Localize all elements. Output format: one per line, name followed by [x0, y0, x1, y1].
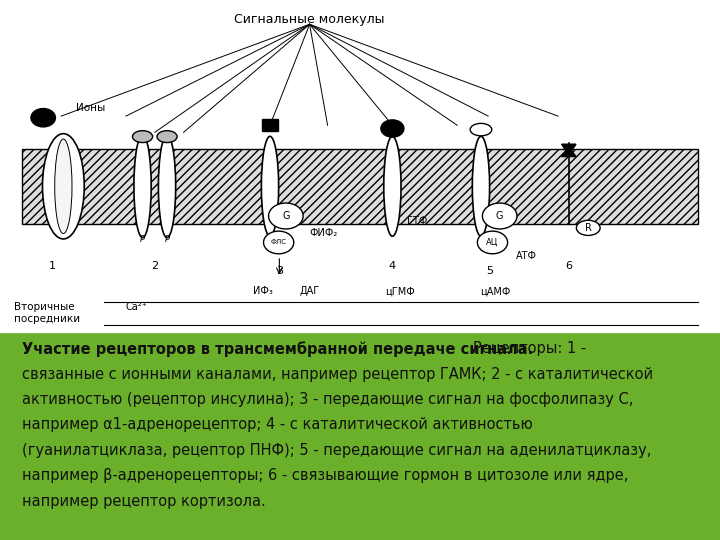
- Ellipse shape: [384, 136, 401, 237]
- Bar: [22, 148, 698, 224]
- Text: Участие рецепторов в трансмембранной передаче сигнала.: Участие рецепторов в трансмембранной пер…: [22, 341, 533, 357]
- Text: 2: 2: [151, 261, 158, 271]
- Ellipse shape: [158, 135, 176, 238]
- Ellipse shape: [132, 131, 153, 143]
- Text: например α1-адренорецептор; 4 - с каталитической активностью: например α1-адренорецептор; 4 - с катали…: [22, 417, 532, 433]
- Text: АТФ: АТФ: [516, 251, 536, 261]
- Text: 6: 6: [565, 261, 572, 271]
- Text: ФИФ₂: ФИФ₂: [310, 228, 338, 238]
- Text: цГМФ: цГМФ: [384, 286, 415, 296]
- Ellipse shape: [470, 124, 492, 136]
- Ellipse shape: [42, 134, 84, 239]
- Ellipse shape: [55, 139, 72, 233]
- Circle shape: [31, 109, 55, 127]
- Text: 5: 5: [486, 266, 493, 276]
- Bar: [22, 148, 698, 224]
- Text: Вторичные
посредники: Вторичные посредники: [14, 302, 81, 324]
- Text: например β-адренорецепторы; 6 - связывающие гормон в цитозоле или ядре,: например β-адренорецепторы; 6 - связываю…: [22, 468, 628, 483]
- Text: АЦ: АЦ: [486, 238, 499, 247]
- Bar: [0, 0, 720, 332]
- Text: активностью (рецептор инсулина); 3 - передающие сигнал на фосфолипазу С,: активностью (рецептор инсулина); 3 - пер…: [22, 392, 633, 407]
- Text: ГТФ: ГТФ: [407, 217, 427, 226]
- Ellipse shape: [261, 136, 279, 237]
- Ellipse shape: [577, 220, 600, 235]
- Text: 1: 1: [48, 261, 55, 271]
- Text: (гуанилатциклаза, рецептор ПНФ); 5 - передающие сигнал на аденилатциклазу,: (гуанилатциклаза, рецептор ПНФ); 5 - пер…: [22, 443, 651, 458]
- Text: ИФ₃: ИФ₃: [253, 286, 273, 296]
- Bar: [262, 119, 278, 131]
- Text: Сигнальные молекулы: Сигнальные молекулы: [234, 14, 385, 26]
- Polygon shape: [562, 144, 576, 155]
- Ellipse shape: [157, 131, 177, 143]
- Text: 3: 3: [276, 266, 283, 276]
- Text: например рецептор кортизола.: например рецептор кортизола.: [22, 494, 266, 509]
- Text: цАМФ: цАМФ: [480, 286, 510, 296]
- Circle shape: [477, 231, 508, 254]
- Text: ДАГ: ДАГ: [300, 286, 320, 296]
- Circle shape: [269, 203, 303, 229]
- Text: связанные с ионными каналами, например рецептор ГАМК; 2 - с каталитической: связанные с ионными каналами, например р…: [22, 367, 653, 382]
- Text: R: R: [585, 223, 592, 233]
- Circle shape: [482, 203, 517, 229]
- Bar: [0, 332, 720, 540]
- Ellipse shape: [134, 135, 151, 238]
- Text: P: P: [140, 235, 145, 244]
- Text: 4: 4: [389, 261, 396, 271]
- Ellipse shape: [472, 136, 490, 237]
- Text: Рецепторы: 1 -: Рецепторы: 1 -: [473, 341, 586, 356]
- Text: Ионы: Ионы: [76, 103, 105, 113]
- Polygon shape: [562, 147, 576, 157]
- Text: ФЛС: ФЛС: [271, 239, 287, 246]
- Text: G: G: [496, 211, 503, 221]
- Text: P: P: [165, 235, 169, 244]
- Text: G: G: [282, 211, 289, 221]
- Circle shape: [381, 120, 404, 137]
- Text: Ca²⁺: Ca²⁺: [126, 302, 148, 313]
- Circle shape: [264, 231, 294, 254]
